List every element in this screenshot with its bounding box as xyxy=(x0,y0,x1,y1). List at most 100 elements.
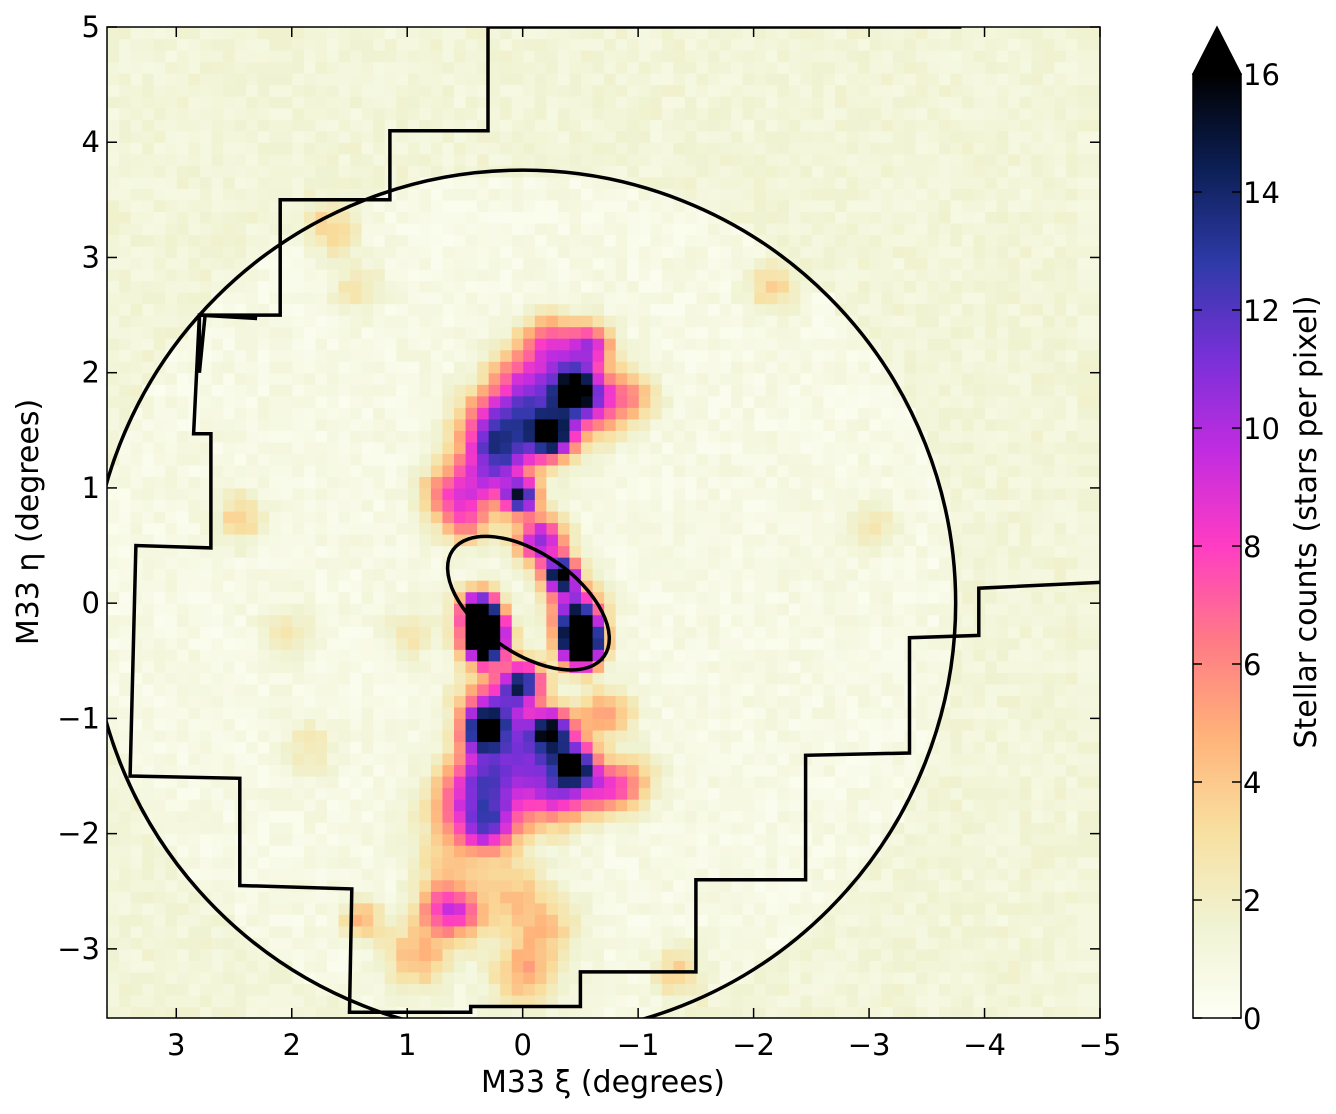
heatmap-cell xyxy=(1042,395,1055,408)
heatmap-cell xyxy=(788,568,801,581)
heatmap-cell xyxy=(661,925,674,938)
heatmap-cell xyxy=(834,557,847,570)
heatmap-cell xyxy=(511,73,524,86)
heatmap-cell xyxy=(996,453,1009,466)
heatmap-cell xyxy=(441,61,454,74)
heatmap-cell xyxy=(430,153,443,166)
heatmap-cell xyxy=(799,614,812,627)
heatmap-cell xyxy=(1088,418,1100,431)
heatmap-cell xyxy=(1088,764,1100,777)
heatmap-cell xyxy=(1019,557,1032,570)
heatmap-cell xyxy=(880,649,893,662)
heatmap-cell xyxy=(984,395,997,408)
heatmap-cell xyxy=(1065,856,1078,869)
heatmap-cell xyxy=(557,61,570,74)
heatmap-cell xyxy=(903,73,916,86)
heatmap-cell xyxy=(857,476,870,489)
heatmap-cell xyxy=(545,752,558,766)
heatmap-cell xyxy=(638,591,651,604)
heatmap-cell xyxy=(1030,545,1043,558)
heatmap-cell xyxy=(822,487,836,501)
heatmap-cell xyxy=(499,361,512,374)
heatmap-cell xyxy=(545,960,558,973)
heatmap-cell xyxy=(626,50,639,63)
heatmap-cell xyxy=(603,211,616,224)
heatmap-cell xyxy=(1076,510,1090,524)
heatmap-cell xyxy=(972,441,986,454)
heatmap-cell xyxy=(1019,142,1032,155)
heatmap-cell xyxy=(996,764,1009,777)
heatmap-cell xyxy=(615,153,628,166)
heatmap-cell xyxy=(742,891,755,904)
heatmap-cell xyxy=(580,315,593,328)
heatmap-cell xyxy=(695,660,709,673)
heatmap-cell xyxy=(984,925,997,938)
heatmap-cell xyxy=(603,856,616,869)
heatmap-cell xyxy=(499,695,512,708)
heatmap-cell xyxy=(591,384,605,397)
heatmap-cell xyxy=(1042,960,1055,973)
heatmap-cell xyxy=(742,211,755,224)
heatmap-cell xyxy=(869,902,882,915)
heatmap-cell xyxy=(1042,361,1055,374)
heatmap-cell xyxy=(522,211,535,224)
heatmap-cell xyxy=(799,27,812,40)
heatmap-cell xyxy=(834,510,847,524)
heatmap-cell xyxy=(522,222,535,236)
heatmap-cell xyxy=(788,372,801,385)
heatmap-cell xyxy=(649,683,662,696)
heatmap-cell xyxy=(695,810,709,823)
heatmap-cell xyxy=(488,580,501,593)
heatmap-cell xyxy=(1088,199,1100,212)
heatmap-cell xyxy=(615,476,628,489)
heatmap-cell xyxy=(880,199,893,212)
heatmap-cell xyxy=(649,891,662,904)
heatmap-cell xyxy=(649,994,662,1008)
heatmap-cell xyxy=(430,292,443,305)
heatmap-cell xyxy=(799,222,812,236)
heatmap-cell xyxy=(1030,983,1043,996)
heatmap-cell xyxy=(742,153,755,166)
heatmap-cell xyxy=(938,810,951,823)
heatmap-cell xyxy=(857,557,870,570)
heatmap-cell xyxy=(522,741,535,754)
heatmap-cell xyxy=(534,119,547,132)
heatmap-cell xyxy=(915,845,928,858)
heatmap-cell xyxy=(695,61,709,74)
heatmap-cell xyxy=(811,338,824,351)
heatmap-cell xyxy=(545,234,558,247)
heatmap-cell xyxy=(615,983,628,996)
heatmap-cell xyxy=(811,292,824,305)
heatmap-cell xyxy=(430,568,443,581)
heatmap-cell xyxy=(811,902,824,915)
heatmap-cell xyxy=(1019,787,1032,800)
heatmap-cell xyxy=(765,441,778,454)
heatmap-cell xyxy=(488,660,501,673)
heatmap-cell xyxy=(430,245,443,259)
heatmap-cell xyxy=(892,292,905,305)
heatmap-cell xyxy=(869,764,882,777)
heatmap-cell xyxy=(730,418,743,431)
heatmap-cell xyxy=(949,510,963,524)
heatmap-cell xyxy=(638,165,651,178)
heatmap-cell xyxy=(961,925,974,938)
heatmap-cell xyxy=(684,165,697,178)
heatmap-cell xyxy=(580,292,593,305)
heatmap-cell xyxy=(580,845,593,858)
heatmap-cell xyxy=(972,948,986,961)
heatmap-cell xyxy=(707,165,720,178)
heatmap-cell xyxy=(996,107,1009,120)
heatmap-cell xyxy=(626,338,639,351)
heatmap-cell xyxy=(476,764,489,777)
heatmap-cell xyxy=(857,315,870,328)
heatmap-cell xyxy=(649,510,662,524)
heatmap-cell xyxy=(1065,1006,1078,1018)
heatmap-cell xyxy=(511,626,524,639)
heatmap-cell xyxy=(1030,349,1043,362)
heatmap-cell xyxy=(453,914,466,927)
heatmap-cell xyxy=(776,234,789,247)
heatmap-cell xyxy=(568,73,582,86)
heatmap-cell xyxy=(972,257,986,270)
heatmap-cell xyxy=(1053,38,1066,51)
heatmap-cell xyxy=(638,361,651,374)
